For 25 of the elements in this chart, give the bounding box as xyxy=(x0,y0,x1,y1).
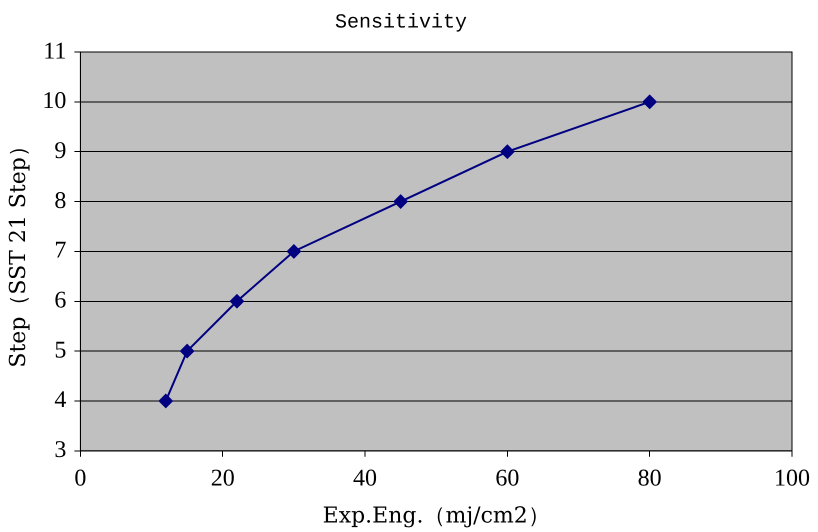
chart-title: Sensitivity xyxy=(334,11,468,34)
point xyxy=(500,144,514,159)
y-axis-title: Step（SST 21 Step） xyxy=(6,135,31,368)
y-tick-label: 11 xyxy=(43,38,66,64)
y-tick-label: 6 xyxy=(54,288,66,314)
x-tick-label: 20 xyxy=(210,465,235,492)
point xyxy=(394,194,408,209)
x-tick-label: 100 xyxy=(774,465,810,492)
x-tick-label: 80 xyxy=(638,465,662,492)
point xyxy=(158,394,173,408)
point xyxy=(180,344,194,358)
y-tick-label: 10 xyxy=(42,88,66,114)
point xyxy=(230,294,244,308)
x-axis-title: Exp.Eng.（mj/cm2） xyxy=(322,504,550,529)
y-tick-label: 5 xyxy=(54,337,66,364)
x-tick-label: 60 xyxy=(495,465,520,492)
y-tick-label: 9 xyxy=(54,138,66,164)
y-tick-label: 4 xyxy=(54,387,66,414)
point xyxy=(642,94,657,109)
x-tick-label: 0 xyxy=(74,465,86,492)
x-tick-label: 40 xyxy=(353,465,378,492)
y-tick-label: 8 xyxy=(54,188,66,214)
y-tick-label: 3 xyxy=(54,437,66,464)
point xyxy=(286,244,301,258)
y-tick-label: 7 xyxy=(54,238,66,264)
